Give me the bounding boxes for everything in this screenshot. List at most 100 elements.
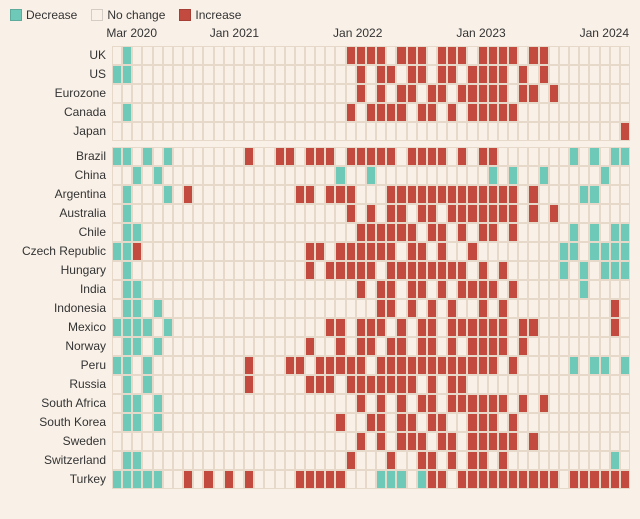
- row-cells: [112, 223, 630, 242]
- cell: [366, 413, 376, 432]
- cell: [396, 166, 406, 185]
- row-cells: [112, 185, 630, 204]
- heatmap-row: Canada: [10, 103, 630, 122]
- cell: [203, 65, 213, 84]
- cell: [295, 451, 305, 470]
- cell: [173, 299, 183, 318]
- cell: [193, 185, 203, 204]
- cell: [417, 451, 427, 470]
- cell: [224, 84, 234, 103]
- cell: [214, 299, 224, 318]
- cell: [163, 451, 173, 470]
- cell: [407, 46, 417, 65]
- cell: [346, 65, 356, 84]
- cell: [214, 84, 224, 103]
- cell: [467, 413, 477, 432]
- cell: [610, 242, 620, 261]
- cell: [549, 84, 559, 103]
- cell: [457, 413, 467, 432]
- cell: [518, 204, 528, 223]
- cell: [234, 242, 244, 261]
- cell: [610, 185, 620, 204]
- cell: [589, 470, 599, 489]
- cell: [244, 147, 254, 166]
- cell: [203, 242, 213, 261]
- cell: [122, 337, 132, 356]
- cell: [193, 280, 203, 299]
- cell: [346, 413, 356, 432]
- row-cells: [112, 318, 630, 337]
- cell: [467, 375, 477, 394]
- cell: [528, 432, 538, 451]
- cell: [244, 356, 254, 375]
- cell: [539, 223, 549, 242]
- cell: [315, 318, 325, 337]
- cell: [528, 204, 538, 223]
- cell: [417, 356, 427, 375]
- cell: [417, 337, 427, 356]
- cell: [335, 46, 345, 65]
- cell: [589, 242, 599, 261]
- cell: [539, 46, 549, 65]
- cell: [498, 261, 508, 280]
- cell: [559, 337, 569, 356]
- cell: [346, 451, 356, 470]
- cell: [264, 147, 274, 166]
- cell: [132, 280, 142, 299]
- cell: [285, 394, 295, 413]
- cell: [315, 337, 325, 356]
- cell: [356, 470, 366, 489]
- cell: [386, 432, 396, 451]
- cell: [559, 103, 569, 122]
- cell: [498, 65, 508, 84]
- cell: [122, 375, 132, 394]
- cell: [366, 204, 376, 223]
- cell: [508, 46, 518, 65]
- cell: [163, 432, 173, 451]
- cell: [122, 413, 132, 432]
- cell: [203, 261, 213, 280]
- cell: [559, 280, 569, 299]
- cell: [356, 375, 366, 394]
- cell: [579, 432, 589, 451]
- cell: [325, 185, 335, 204]
- cell: [589, 318, 599, 337]
- cell: [600, 337, 610, 356]
- cell: [285, 356, 295, 375]
- cell: [488, 122, 498, 141]
- cell: [285, 166, 295, 185]
- cell: [518, 261, 528, 280]
- cell: [183, 280, 193, 299]
- cell: [457, 318, 467, 337]
- cell: [579, 46, 589, 65]
- cell: [427, 356, 437, 375]
- cell: [579, 84, 589, 103]
- cell: [447, 356, 457, 375]
- cell: [275, 223, 285, 242]
- legend-item-dec: Decrease: [10, 8, 77, 22]
- cell: [214, 432, 224, 451]
- cell: [112, 451, 122, 470]
- cell: [254, 65, 264, 84]
- cell: [467, 46, 477, 65]
- cell: [214, 356, 224, 375]
- cell: [549, 103, 559, 122]
- cell: [183, 242, 193, 261]
- cell: [610, 166, 620, 185]
- cell: [457, 204, 467, 223]
- cell: [620, 147, 630, 166]
- cell: [173, 242, 183, 261]
- cell: [335, 103, 345, 122]
- cell: [427, 261, 437, 280]
- cell: [386, 204, 396, 223]
- cell: [518, 223, 528, 242]
- cell: [325, 413, 335, 432]
- cell: [447, 122, 457, 141]
- heatmap-row: Mexico: [10, 318, 630, 337]
- cell: [478, 204, 488, 223]
- cell: [457, 356, 467, 375]
- cell: [173, 451, 183, 470]
- cell: [417, 185, 427, 204]
- cell: [518, 470, 528, 489]
- cell: [427, 147, 437, 166]
